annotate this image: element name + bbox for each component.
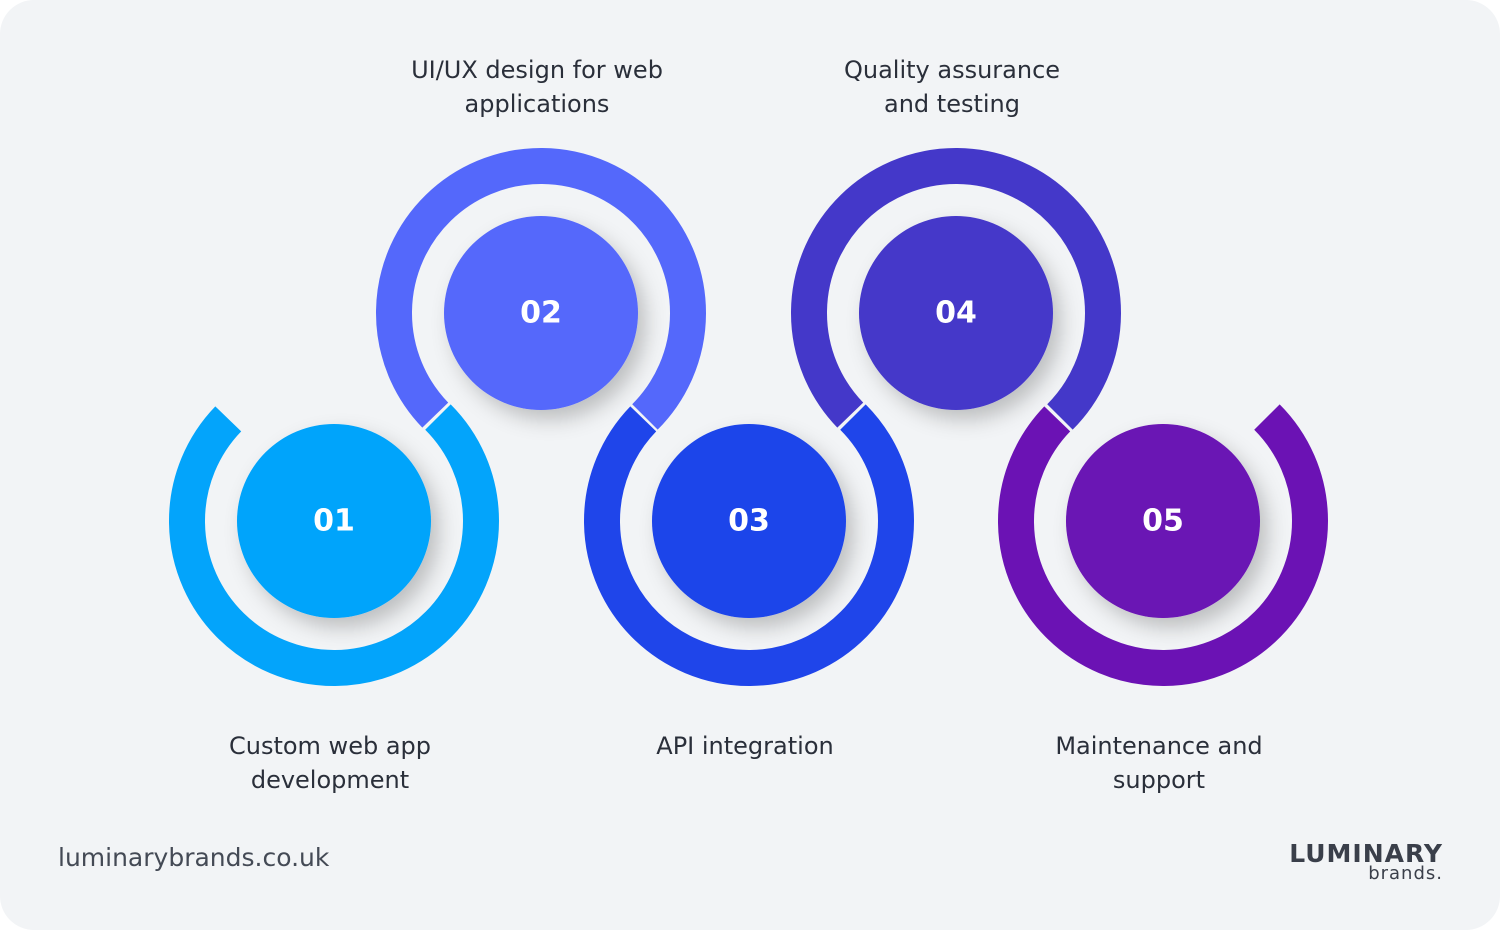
ring xyxy=(998,404,1328,686)
step-label: Custom web app xyxy=(229,732,431,760)
logo-bottom: brands. xyxy=(1368,863,1443,884)
ring xyxy=(376,148,706,430)
step-number: 02 xyxy=(520,296,562,331)
step-label: Quality assurance xyxy=(844,56,1060,84)
step-circle xyxy=(652,424,846,618)
step-label: support xyxy=(1113,766,1205,794)
step-label: and testing xyxy=(884,90,1020,118)
step-circle xyxy=(237,424,431,618)
step-label: API integration xyxy=(656,732,833,760)
step-label: UI/UX design for web xyxy=(411,56,663,84)
step-number: 03 xyxy=(728,504,770,539)
logo-top: LUMINARY xyxy=(1289,839,1443,868)
step-label: applications xyxy=(465,90,610,118)
ring xyxy=(584,404,914,686)
step-label: Maintenance and xyxy=(1055,732,1262,760)
step-number: 04 xyxy=(935,296,977,331)
ring xyxy=(169,404,499,686)
ring xyxy=(791,148,1121,430)
step-circle xyxy=(444,216,638,410)
website: luminarybrands.co.uk xyxy=(58,843,330,872)
steps: 01 Custom web app development 02 UI/UX desig… xyxy=(169,56,1328,794)
step-number: 05 xyxy=(1142,504,1184,539)
step-circle xyxy=(859,216,1053,410)
step-circle xyxy=(1066,424,1260,618)
step-label: development xyxy=(251,766,409,794)
step-number: 01 xyxy=(313,504,355,539)
